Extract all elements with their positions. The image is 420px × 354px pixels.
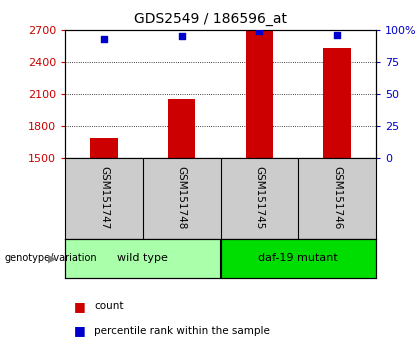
Bar (246, 30, 273, 158)
Text: ▶: ▶ (48, 253, 57, 263)
Bar (65, 239, 220, 278)
Bar (90, 138, 118, 158)
Bar (220, 239, 376, 278)
Text: ■: ■ (74, 325, 85, 337)
Point (178, 34, 185, 39)
Bar (168, 99, 195, 158)
Text: GSM151746: GSM151746 (332, 166, 342, 229)
Text: wild type: wild type (117, 253, 168, 263)
Point (101, 36, 108, 42)
Text: daf-19 mutant: daf-19 mutant (258, 253, 338, 263)
Text: percentile rank within the sample: percentile rank within the sample (94, 326, 270, 336)
Text: GSM151745: GSM151745 (255, 166, 264, 229)
Text: GSM151747: GSM151747 (99, 166, 109, 229)
Text: ■: ■ (74, 300, 85, 313)
Point (334, 32, 341, 38)
Text: genotype/variation: genotype/variation (4, 253, 97, 263)
Point (256, 29, 263, 34)
Text: count: count (94, 301, 124, 311)
Bar (323, 48, 351, 158)
Text: GDS2549 / 186596_at: GDS2549 / 186596_at (134, 12, 286, 27)
Text: GSM151748: GSM151748 (177, 166, 186, 229)
